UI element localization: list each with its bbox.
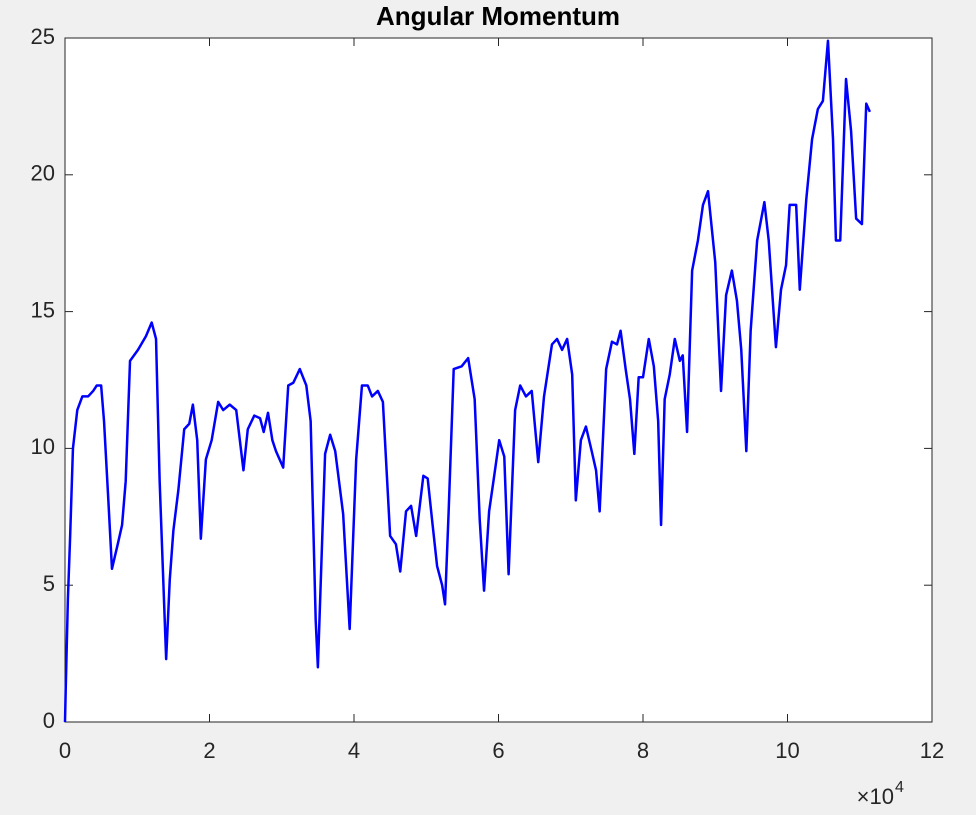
y-tick-label: 10 (31, 434, 55, 459)
data-line (63, 39, 872, 723)
x-tick-label: 0 (59, 738, 71, 763)
x-tick-label: 10 (775, 738, 799, 763)
x-multiplier: ×10 (857, 784, 894, 809)
y-tick-label: 15 (31, 297, 55, 322)
plot-area (65, 38, 932, 722)
y-tick-label: 20 (31, 161, 55, 186)
x-tick-label: 4 (348, 738, 360, 763)
x-multiplier-exponent: 4 (895, 779, 904, 796)
chart-title: Angular Momentum (376, 1, 620, 31)
y-tick-label: 25 (31, 24, 55, 49)
y-tick-label: 5 (43, 571, 55, 596)
axes-box (64, 37, 933, 723)
y-tick-label: 0 (43, 708, 55, 733)
x-tick-label: 2 (203, 738, 215, 763)
x-tick-label: 12 (920, 738, 944, 763)
x-tick-label: 6 (492, 738, 504, 763)
x-tick-label: 8 (637, 738, 649, 763)
